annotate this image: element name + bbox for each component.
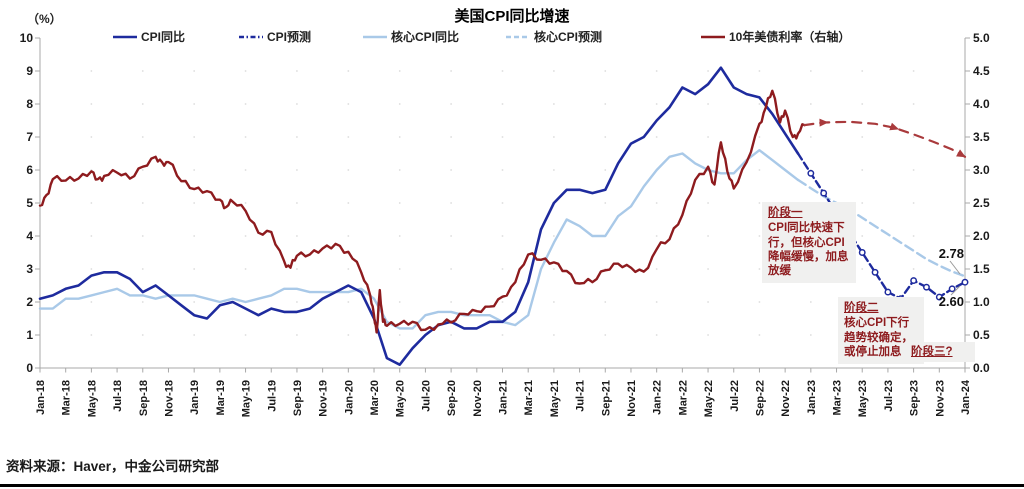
- legend-label: 核心CPI预测: [534, 30, 603, 44]
- left-axis-unit-label: （%）: [27, 12, 62, 26]
- svg-text:Mar-18: Mar-18: [61, 380, 73, 415]
- svg-text:2.0: 2.0: [973, 229, 990, 243]
- svg-text:1.0: 1.0: [973, 295, 990, 309]
- series-CPI同比: [38, 66, 800, 366]
- legend-item-ust10y: 10年美债利率（右轴）: [700, 28, 850, 45]
- legend-line-icon: [701, 35, 725, 38]
- svg-text:Nov-22: Nov-22: [780, 380, 792, 417]
- svg-text:1.5: 1.5: [973, 262, 990, 276]
- legend-label: 10年美债利率（右轴）: [729, 30, 851, 44]
- legend-label: CPI同比: [141, 30, 186, 44]
- svg-text:3: 3: [26, 262, 33, 276]
- series-核心CPI预测: [796, 178, 967, 278]
- series-10年美债利率预测: [803, 120, 967, 158]
- svg-text:Mar-20: Mar-20: [369, 380, 381, 415]
- svg-text:10: 10: [20, 31, 34, 45]
- legend-item-core-cpi-forecast: 核心CPI预测: [505, 28, 602, 45]
- legend-line-icon: [113, 35, 137, 38]
- svg-text:Sep-21: Sep-21: [600, 380, 612, 416]
- svg-text:4.5: 4.5: [973, 64, 990, 78]
- series-10年美债利率: [38, 89, 806, 334]
- svg-text:Nov-20: Nov-20: [472, 380, 484, 417]
- grid-dots: [90, 70, 915, 336]
- svg-text:1: 1: [26, 328, 33, 342]
- svg-text:Sep-22: Sep-22: [754, 380, 766, 416]
- svg-text:Mar-23: Mar-23: [832, 380, 844, 415]
- axes: [35, 37, 970, 373]
- svg-text:Jul-21: Jul-21: [575, 380, 587, 412]
- end-value-label-core: 2.78: [938, 246, 964, 261]
- svg-text:3.0: 3.0: [973, 163, 990, 177]
- svg-text:May-21: May-21: [549, 380, 561, 417]
- svg-text:Sep-19: Sep-19: [292, 380, 304, 416]
- legend-line-icon: [506, 35, 530, 38]
- legend-item-cpi: CPI同比: [112, 28, 185, 45]
- bottom-divider: [0, 484, 1024, 487]
- svg-text:Mar-21: Mar-21: [523, 380, 535, 415]
- svg-text:Jan-20: Jan-20: [343, 380, 355, 415]
- legend-item-core-cpi: 核心CPI同比: [362, 28, 459, 45]
- svg-text:6: 6: [26, 163, 33, 177]
- end-label-leaders: [949, 260, 961, 296]
- annotation-phase1-title: 阶段一: [768, 207, 803, 219]
- legend-label: CPI预测: [267, 30, 312, 44]
- svg-text:Sep-23: Sep-23: [909, 380, 921, 416]
- svg-text:2: 2: [26, 295, 33, 309]
- svg-text:Sep-20: Sep-20: [446, 380, 458, 416]
- svg-text:May-20: May-20: [395, 380, 407, 417]
- svg-text:0.0: 0.0: [973, 361, 990, 375]
- svg-text:Nov-19: Nov-19: [318, 380, 330, 417]
- svg-text:Jan-22: Jan-22: [652, 380, 664, 415]
- svg-text:4: 4: [26, 229, 33, 243]
- svg-text:Jul-20: Jul-20: [420, 380, 432, 412]
- series-核心CPI同比: [38, 149, 800, 330]
- svg-text:Sep-18: Sep-18: [138, 380, 150, 416]
- svg-text:Jan-19: Jan-19: [189, 380, 201, 415]
- svg-text:Mar-19: Mar-19: [215, 380, 227, 415]
- svg-text:3.5: 3.5: [973, 130, 990, 144]
- source-note: 资料来源：Haver，中金公司研究部: [6, 459, 220, 474]
- svg-text:Jan-24: Jan-24: [960, 379, 972, 415]
- svg-text:Nov-21: Nov-21: [626, 380, 638, 417]
- svg-text:Jan-18: Jan-18: [35, 380, 47, 415]
- svg-text:Jul-18: Jul-18: [112, 380, 124, 412]
- svg-text:8: 8: [26, 97, 33, 111]
- svg-text:9: 9: [26, 64, 33, 78]
- svg-text:Jul-23: Jul-23: [883, 380, 895, 412]
- svg-text:0: 0: [26, 361, 33, 375]
- legend-item-cpi-forecast: CPI预测: [238, 28, 311, 45]
- legend-line-icon: [363, 35, 387, 38]
- svg-text:Nov-23: Nov-23: [934, 380, 946, 417]
- annotation-phase2-body: 核心CPI下行趋势较确定，或停止加息: [844, 317, 913, 358]
- svg-text:Mar-22: Mar-22: [677, 380, 689, 415]
- svg-text:May-18: May-18: [86, 380, 98, 417]
- annotation-phase1-body: CPI同比快速下行，但核心CPI降幅缓慢，加息放缓: [768, 222, 849, 277]
- svg-text:May-19: May-19: [241, 380, 253, 417]
- svg-text:May-23: May-23: [857, 380, 869, 417]
- svg-text:Jan-21: Jan-21: [498, 380, 510, 415]
- chart-title: 美国CPI同比增速: [454, 8, 570, 25]
- annotation-phase1: 阶段一 CPI同比快速下行，但核心CPI降幅缓慢，加息放缓: [762, 202, 856, 284]
- cpi-line-chart: 0 1 2 3 4 5 6 7 8 9 10 0.0 0.5 1.0 1.5 2.0 2.5 3.0 3.5 4.0 4…: [20, 31, 990, 417]
- svg-text:Jan-23: Jan-23: [806, 380, 818, 415]
- svg-text:May-22: May-22: [703, 380, 715, 417]
- svg-text:Jul-22: Jul-22: [729, 380, 741, 412]
- svg-text:0.5: 0.5: [973, 328, 990, 342]
- svg-text:Jul-19: Jul-19: [266, 380, 278, 412]
- svg-text:5.0: 5.0: [973, 31, 990, 45]
- svg-text:5: 5: [26, 196, 33, 210]
- annotation-phase3-title: 阶段三?: [911, 346, 953, 358]
- end-value-label-cpi: 2.60: [938, 294, 964, 309]
- svg-text:2.5: 2.5: [973, 196, 990, 210]
- annotation-phase2-title: 阶段二: [844, 302, 879, 314]
- svg-text:4.0: 4.0: [973, 97, 990, 111]
- legend-label: 核心CPI同比: [391, 30, 460, 44]
- series: [38, 66, 969, 366]
- annotation-phase3: 阶段三?: [905, 342, 975, 363]
- svg-text:7: 7: [26, 130, 33, 144]
- axis-labels: 0 1 2 3 4 5 6 7 8 9 10 0.0 0.5 1.0 1.5 2.0 2.5 3.0 3.5 4.0 4…: [20, 31, 990, 417]
- legend-line-icon: [239, 35, 263, 38]
- svg-text:Nov-18: Nov-18: [163, 380, 175, 417]
